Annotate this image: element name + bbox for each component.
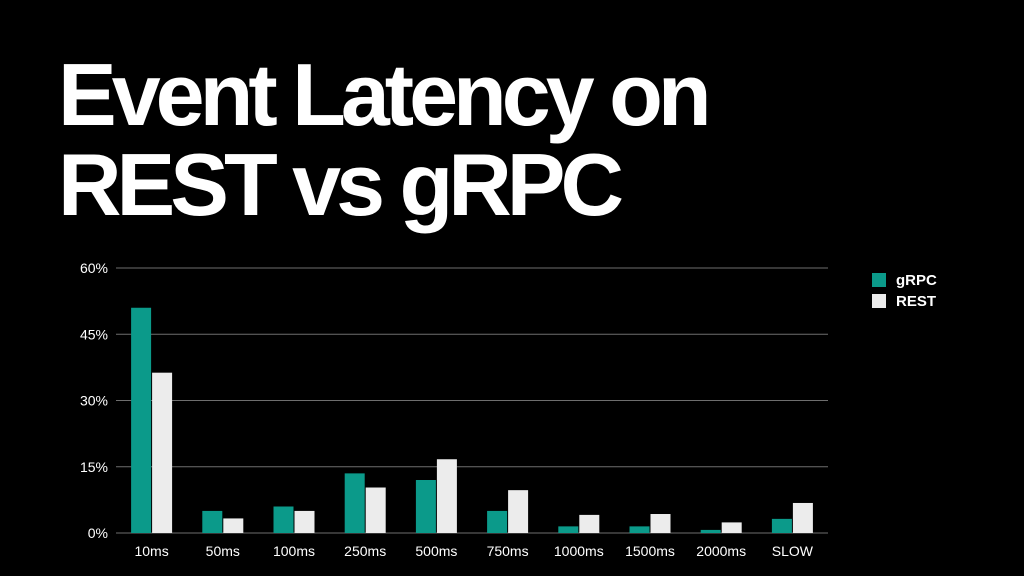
bar-rest-2000ms [721,522,742,533]
bar-grpc-10ms [131,307,152,533]
y-tick-label: 30% [80,393,108,409]
slide-title: Event Latency on REST vs gRPC [58,45,712,234]
bar-grpc-100ms [273,506,294,533]
bar-grpc-750ms [487,510,508,533]
bar-grpc-250ms [344,473,365,533]
x-tick-label: 250ms [344,543,386,559]
legend-label-grpc: gRPC [896,271,937,289]
x-tick-label: 10ms [134,543,168,559]
chart-legend: gRPC REST [872,270,937,312]
bar-grpc-2000ms [700,529,721,533]
x-tick-label: 1000ms [554,543,604,559]
x-tick-label: 50ms [206,543,240,559]
legend-swatch-rest [872,294,886,308]
bars [131,307,813,533]
y-tick-label: 60% [80,260,108,276]
bar-grpc-1000ms [558,526,579,533]
x-tick-label: 2000ms [696,543,746,559]
bar-rest-1500ms [650,514,671,533]
bar-grpc-1500ms [629,526,650,533]
bar-grpc-slow [771,518,792,533]
x-axis-tick-labels: 10ms 50ms 100ms 250ms 500ms 750ms 1000ms 1500ms… [134,543,813,559]
bar-rest-1000ms [579,514,600,533]
x-tick-label: 1500ms [625,543,675,559]
bar-rest-10ms [152,372,173,533]
x-tick-label: 100ms [273,543,315,559]
bar-rest-slow [792,502,813,533]
legend-label-rest: REST [896,292,937,310]
bar-grpc-50ms [202,510,223,533]
bar-rest-100ms [294,510,315,533]
x-tick-label: 500ms [415,543,457,559]
x-tick-label: SLOW [772,543,814,559]
y-axis-tick-labels: 0% 15% 30% 45% 60% [80,260,108,541]
y-tick-label: 0% [88,525,108,541]
grid-lines [116,267,828,534]
slide-title-line-1: Event Latency on [58,45,712,144]
y-tick-label: 45% [80,326,108,342]
x-tick-label: 750ms [487,543,529,559]
legend-item-grpc: gRPC [872,270,937,290]
bar-rest-500ms [436,459,457,533]
bar-rest-250ms [365,487,386,533]
bar-rest-750ms [508,490,529,533]
legend-item-rest: REST [872,291,937,311]
y-tick-label: 15% [80,459,108,475]
slide-title-line-2: REST vs gRPC [58,135,624,234]
bar-grpc-500ms [415,480,436,533]
legend-swatch-grpc [872,273,886,287]
bar-rest-50ms [223,518,244,533]
